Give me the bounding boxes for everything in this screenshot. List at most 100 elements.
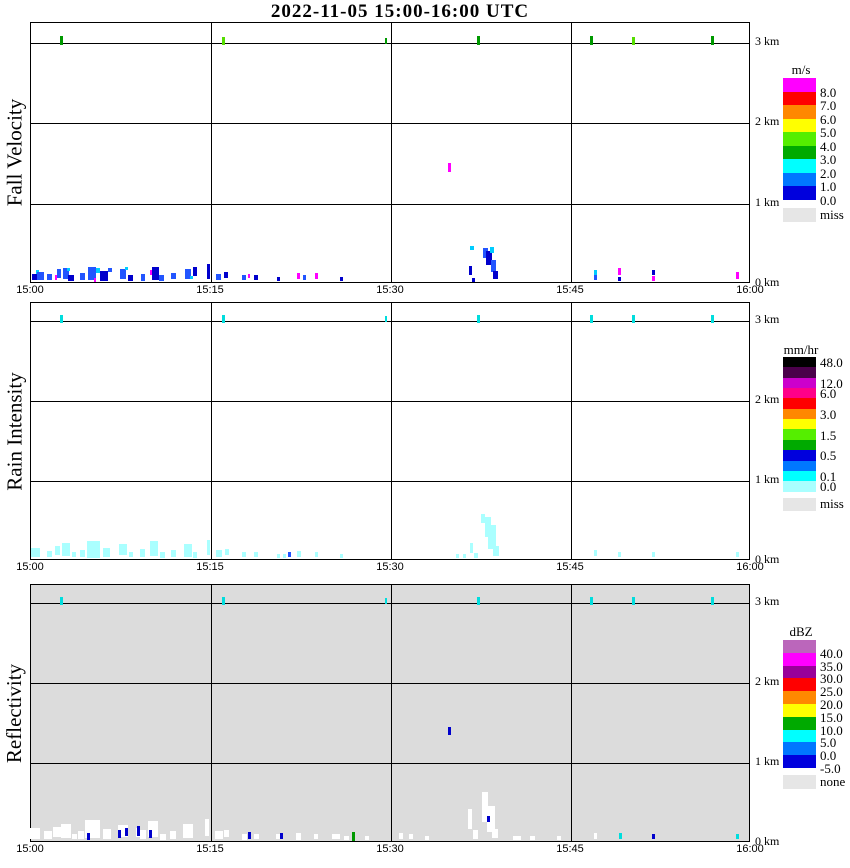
gridline-vertical [391,585,392,841]
echo-mark [159,275,164,281]
echo-mark [618,552,621,557]
echo-mark [652,834,655,839]
km-tick-label: 0 km [755,552,780,566]
x-tick-label: 16:00 [736,561,764,573]
echo-mark [47,274,52,280]
echo-mark [472,278,475,282]
legend-color-block [783,91,816,106]
echo-mark [332,834,340,839]
echo-mark [137,826,140,836]
echo-mark [632,597,635,605]
echo-mark [652,552,655,557]
echo-mark [736,552,739,557]
echo-mark [463,554,466,558]
km-tick-label: 1 km [755,195,780,209]
echo-mark [594,275,597,280]
echo-mark [254,834,259,839]
legend-color-block [783,186,816,200]
echo-mark [55,546,60,555]
legend-value-label: 0.1 [820,469,837,484]
legend-value-label: 12.0 [820,376,843,391]
km-tick-label: 3 km [755,312,780,326]
echo-mark [171,550,176,557]
echo-mark [473,830,478,839]
legend-color-block [783,132,816,146]
echo-mark [183,824,193,838]
echo-mark [128,275,133,281]
echo-mark [469,266,472,275]
legend-color-block [783,408,816,420]
echo-mark [248,832,251,839]
x-tick-label: 16:00 [736,284,764,296]
echo-mark [448,163,451,172]
echo-mark [711,36,714,45]
legend-color-block [783,450,816,461]
x-tick-label: 16:00 [736,843,764,855]
gridline-vertical [391,303,392,559]
echo-mark [31,548,40,557]
legend-color-block [783,640,816,654]
echo-mark [37,272,44,280]
legend-value-label: 5.0 [820,735,837,750]
legend-value-label: 15.0 [820,710,843,725]
echo-mark [594,270,597,275]
echo-mark [216,550,222,557]
legend-value-label: 4.0 [820,139,837,154]
echo-mark [94,278,96,282]
echo-mark [100,271,108,281]
echo-mark [340,554,343,558]
echo-mark [242,552,246,557]
echo-mark [222,37,225,45]
echo-mark [149,830,152,838]
echo-mark [254,275,258,280]
legend-value-label: 0.5 [820,448,837,463]
y-axis-label-reflectivity: Reflectivity [0,584,30,842]
echo-mark [248,274,250,278]
echo-mark [87,541,100,558]
legend-value-label: 6.0 [820,112,837,127]
echo-mark [224,272,228,278]
echo-mark [276,834,280,839]
echo-mark [68,275,74,281]
echo-mark [222,315,225,323]
legend-color-block [783,704,816,718]
echo-mark [474,553,478,558]
echo-mark [488,525,496,549]
legend-missing-block [783,775,816,789]
legend-value-label: 1.0 [820,179,837,194]
echo-mark [315,552,318,557]
echo-mark [486,251,492,265]
gridline-horizontal [31,763,749,764]
echo-mark [557,836,561,840]
x-tick-label: 15:15 [196,284,224,296]
echo-mark [125,267,128,270]
echo-mark [125,828,128,836]
echo-mark [72,834,77,839]
legend-value-label: 35.0 [820,659,843,674]
echo-mark [148,821,158,837]
echo-mark [288,552,291,557]
legend-color-block [783,388,816,399]
echo-mark [385,598,387,604]
legend-color-block [783,652,816,667]
legend-value-label: 2.0 [820,166,837,181]
echo-mark [477,597,480,605]
x-tick-label: 15:00 [16,284,44,296]
legend-color-block [783,105,816,119]
legend-value-label: 0.0 [820,193,837,208]
gridline-horizontal [31,321,749,322]
gridline-horizontal [31,401,749,402]
legend-color-block [783,419,816,430]
legend-color-block [783,460,816,472]
plot-area-fall-velocity [30,22,750,283]
gridline-horizontal [31,43,749,44]
echo-mark [590,315,593,323]
echo-mark [280,833,283,839]
echo-mark [184,544,192,557]
echo-mark [61,824,71,838]
echo-mark [736,834,739,839]
echo-mark [160,834,166,840]
echo-mark [711,315,714,323]
legend-color-block [783,357,816,368]
echo-mark [216,274,221,280]
